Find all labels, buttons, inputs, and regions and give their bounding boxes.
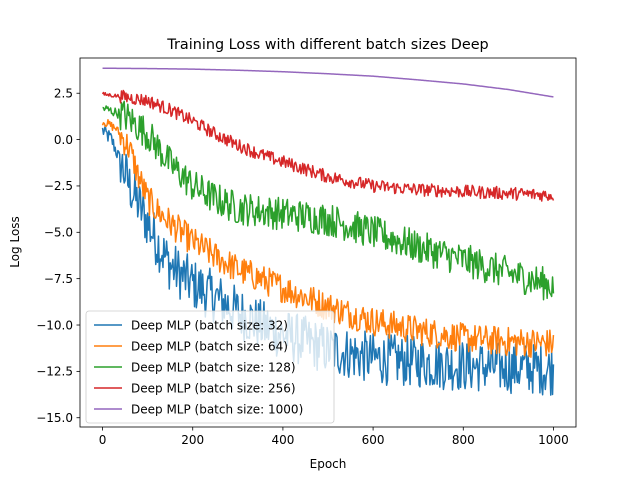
x-axis-label: Epoch [310, 457, 347, 471]
x-tick-label: 400 [271, 433, 294, 447]
legend-box [85, 310, 335, 424]
legend: Deep MLP (batch size: 32) Deep MLP (batch… [85, 310, 335, 424]
x-tick-label: 800 [452, 433, 475, 447]
y-axis-label: Log Loss [8, 216, 22, 268]
legend-label: Deep MLP (batch size: 256) [131, 381, 296, 395]
legend-label: Deep MLP (batch size: 64) [131, 339, 288, 353]
y-tick-label: −15.0 [36, 411, 73, 425]
legend-label: Deep MLP (batch size: 1000) [131, 402, 303, 416]
y-tick-label: 2.5 [54, 87, 73, 101]
series-line-2 [102, 100, 555, 301]
series-line-3 [101, 89, 555, 202]
legend-label: Deep MLP (batch size: 128) [131, 360, 296, 374]
y-axis: 2.5 0.0 −2.5 −5.0 −7.5 −10.0 −12.5 −15.0 [36, 87, 80, 425]
chart-title: Training Loss with different batch sizes… [166, 37, 488, 53]
y-tick-label: −7.5 [44, 272, 73, 286]
y-tick-label: −12.5 [36, 365, 73, 379]
x-tick-label: 0 [99, 433, 107, 447]
x-axis: 0 200 400 600 800 1000 [99, 427, 569, 447]
y-tick-label: −5.0 [44, 226, 73, 240]
y-tick-label: 0.0 [54, 133, 73, 147]
x-tick-label: 200 [181, 433, 204, 447]
series-line-1 [101, 119, 555, 358]
y-tick-label: −10.0 [36, 318, 73, 332]
legend-label: Deep MLP (batch size: 32) [131, 318, 288, 332]
x-tick-label: 600 [362, 433, 385, 447]
series-layer [101, 67, 555, 396]
y-tick-label: −2.5 [44, 179, 73, 193]
x-tick-label: 1000 [538, 433, 569, 447]
series-line-4 [102, 67, 554, 98]
axes-frame [79, 57, 577, 428]
